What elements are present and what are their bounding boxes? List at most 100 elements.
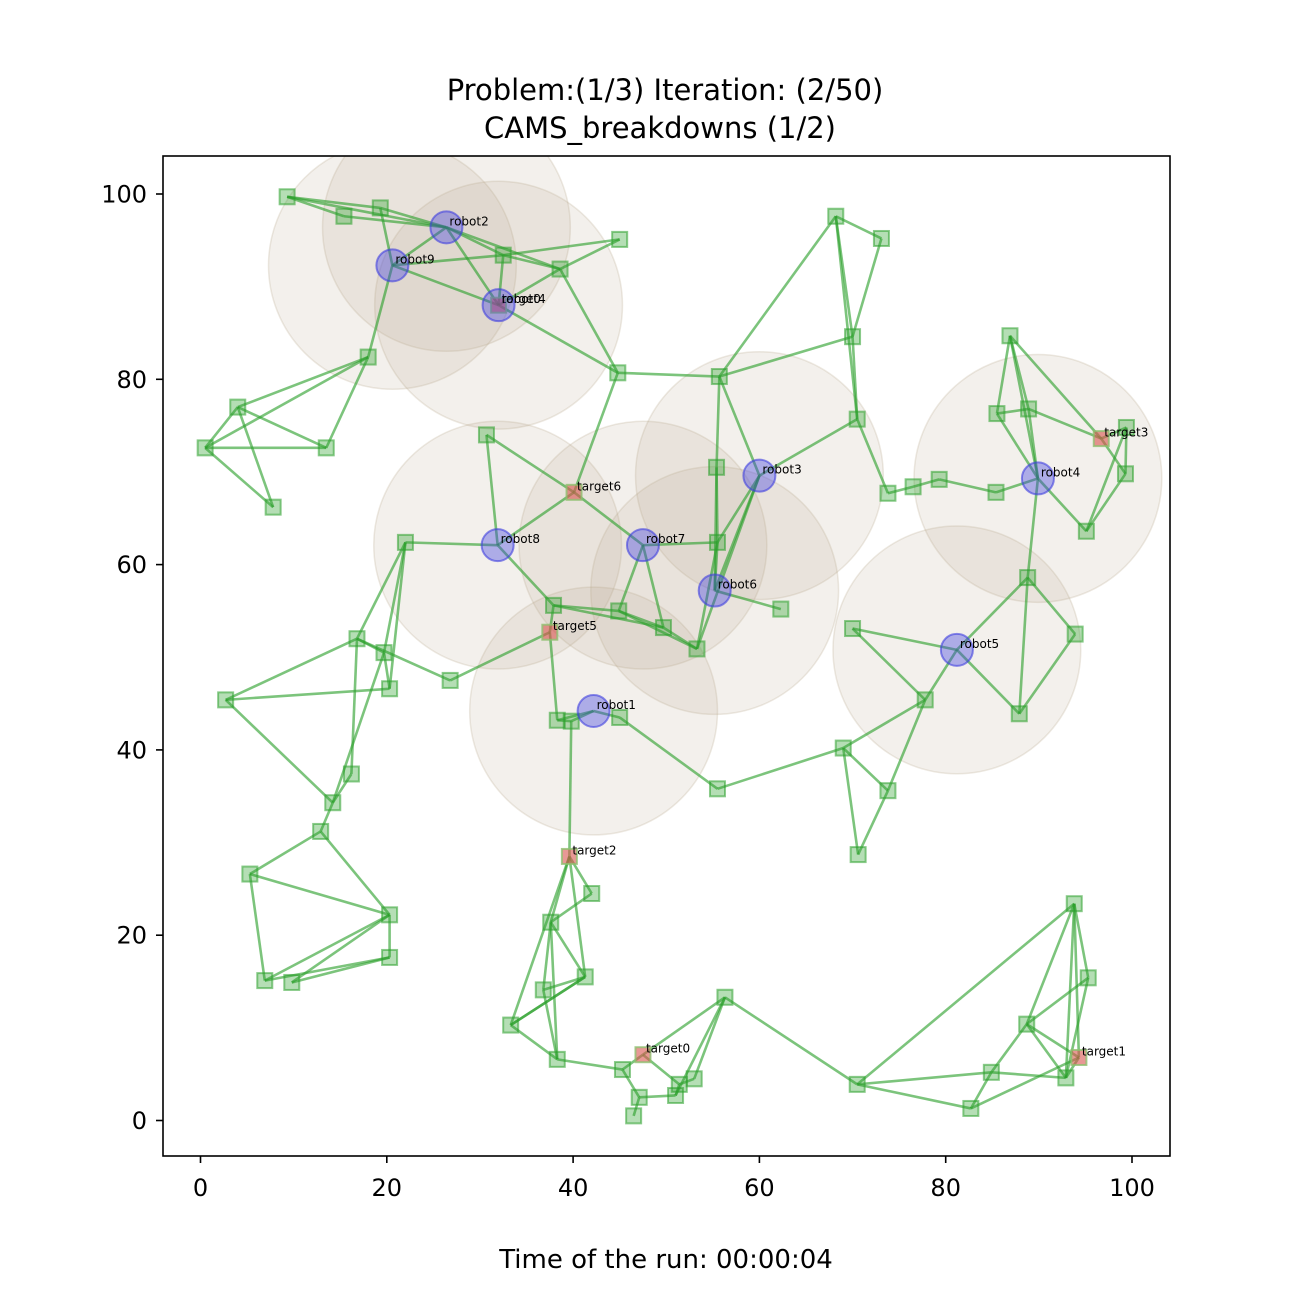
edge-n74-n79 [856,902,1076,1086]
node-8 [196,439,214,457]
edge-n40-n41 [618,716,719,790]
edge-n21-n20 [695,542,719,650]
node-43 [849,846,867,864]
robot4-marker [1020,461,1055,496]
edge-n18-n20 [618,609,698,651]
edge-n39-robot1 [570,709,595,723]
edge-target5-n28 [449,631,551,682]
node-58 [1066,625,1084,643]
node-0 [278,188,296,206]
chart-title-line1: Problem:(1/3) Iteration: (2/50) [447,73,884,107]
x-tick-label-60: 60 [744,1174,775,1202]
edge-n12-robot3 [718,376,761,477]
edge-n54-n56 [1085,427,1128,532]
node-20 [688,640,706,658]
node-48 [904,478,922,496]
edge-robot7-n21 [642,541,718,547]
robot6-marker [697,573,732,608]
edge-robot6-n23 [714,589,782,611]
edge-n42-n43 [841,747,860,855]
edge-n17-n19 [553,604,664,629]
edge-n3-n5 [503,238,620,257]
robot5-marker [939,632,974,667]
node-29 [217,691,235,709]
edge-n32-n34 [319,830,391,916]
edge-n21-robot3 [716,474,761,544]
node-5 [611,230,629,248]
chart-title-line2: CAMS_breakdowns (1/2) [484,111,836,145]
edge-n70-n73 [674,996,727,1097]
target3-marker [1092,430,1110,448]
edge-robot2-robot9 [391,226,448,267]
edge-n13-n46 [834,216,859,420]
edge-n75-target1 [970,1056,1080,1110]
node-18 [610,602,628,620]
edge-robot9-n3 [392,253,504,267]
edge-n51-n53 [996,407,1029,415]
node-79 [1065,895,1083,913]
target5-label: target5 [553,619,597,633]
node-50 [987,483,1005,501]
edge-n14-n15 [851,238,883,338]
edge-n12-n22 [715,376,721,468]
node-11 [609,364,627,382]
edge-n75-n76 [969,1071,993,1110]
edge-n34-n37 [291,913,391,984]
y-tick-label-0: 0 [132,1107,147,1135]
edge-n44-n59 [886,699,927,792]
node-62 [542,913,560,931]
y-tick-label-40: 40 [116,736,147,764]
edge-n65-n63 [509,975,586,1027]
target1-marker [1070,1048,1088,1066]
edge-n4-n5 [559,238,621,271]
edge-n72-n73 [692,996,727,1080]
x-tick-label-20: 20 [372,1174,403,1202]
edge-target6-robot7 [573,491,644,547]
edge-n79-n77 [1025,903,1076,1025]
edge-n74-n75 [856,1083,972,1110]
edge-n35-n37 [291,956,390,984]
node-73 [716,988,734,1006]
edge-n0-n1 [286,195,345,218]
node-31 [324,794,342,812]
target6-marker [565,483,583,501]
node-42 [834,739,852,757]
edge-robot3-n46 [758,418,858,477]
edge-n79-target1 [1072,903,1081,1058]
edge-robot9-robot0 [391,264,500,307]
node-36 [256,972,274,990]
node-32 [312,822,330,840]
robot8-marker [480,528,515,563]
edge-n67-n68 [621,1068,641,1099]
node-10 [264,498,282,516]
node-3 [494,246,512,264]
edge-n24-n25 [355,541,407,640]
edge-n43-n44 [856,790,890,856]
edge-n42-n59 [842,698,926,750]
robots: robot1 robot2 robot3 robot4 robot5 robot6 robo… [375,210,1080,728]
node-59 [916,691,934,709]
edge-robot0-n11 [497,304,619,374]
target5-marker [541,623,559,641]
node-76 [982,1063,1000,1081]
robot9-marker [375,248,410,283]
robot7-label: robot7 [646,532,685,546]
edge-n4-n11 [558,268,619,374]
edge-n76-n78 [991,1071,1066,1080]
edge-n34-n36 [264,913,391,982]
edge-n78-n80 [1064,977,1090,1079]
edge-n52-n53 [1008,335,1030,410]
edge-n25-n30 [350,638,359,775]
robot0-marker [481,288,516,323]
node-78 [1057,1069,1075,1087]
node-26 [375,644,393,662]
edge-n74-n76 [857,1071,992,1086]
node-6 [359,348,377,366]
edge-n8-n10 [204,446,275,509]
edge-n19-n20 [662,626,698,651]
edge-n11-n12 [617,371,720,378]
edge-n29-n31 [224,698,334,804]
node-16 [477,426,495,444]
edge-n3-n4 [502,253,561,271]
